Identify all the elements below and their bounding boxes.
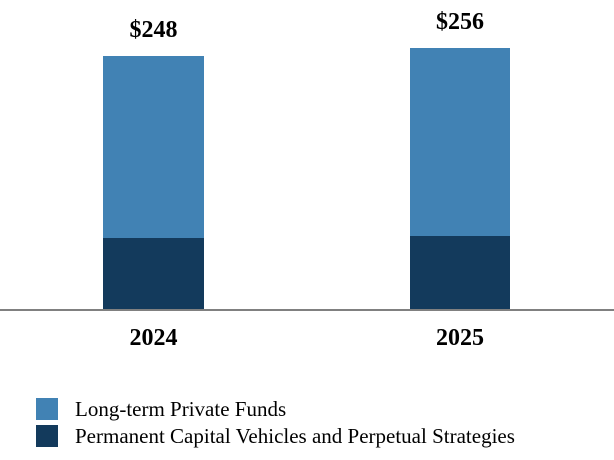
legend-swatch-light-blue: [36, 398, 58, 420]
bar-stack-2025: [410, 48, 510, 309]
legend-item-permanent-capital: Permanent Capital Vehicles and Perpetual…: [36, 423, 515, 448]
bar-segment-permanent-capital-2025: [410, 236, 510, 309]
bar-total-label-2024: $248: [129, 17, 178, 43]
bar-segment-long-term-private-funds-2024: [103, 56, 204, 238]
bar-total-label-2025: $256: [436, 9, 484, 35]
legend-label-permanent-capital: Permanent Capital Vehicles and Perpetual…: [75, 423, 515, 448]
x-axis-label-2024: 2024: [129, 325, 178, 351]
bar-group-2025: $256: [410, 10, 510, 309]
bar-group-2024: $248: [103, 18, 204, 309]
x-axis-line: [0, 309, 614, 311]
legend-label-long-term-private-funds: Long-term Private Funds: [75, 396, 287, 421]
legend-item-long-term-private-funds: Long-term Private Funds: [36, 396, 515, 421]
legend-swatch-dark-navy: [36, 425, 58, 447]
plot-area: $248 $256: [0, 10, 614, 311]
legend: Long-term Private Funds Permanent Capita…: [36, 396, 515, 452]
bar-segment-permanent-capital-2024: [103, 238, 204, 309]
bar-stack-2024: [103, 56, 204, 309]
bar-segment-long-term-private-funds-2025: [410, 48, 510, 236]
x-axis-label-2025: 2025: [436, 325, 484, 351]
